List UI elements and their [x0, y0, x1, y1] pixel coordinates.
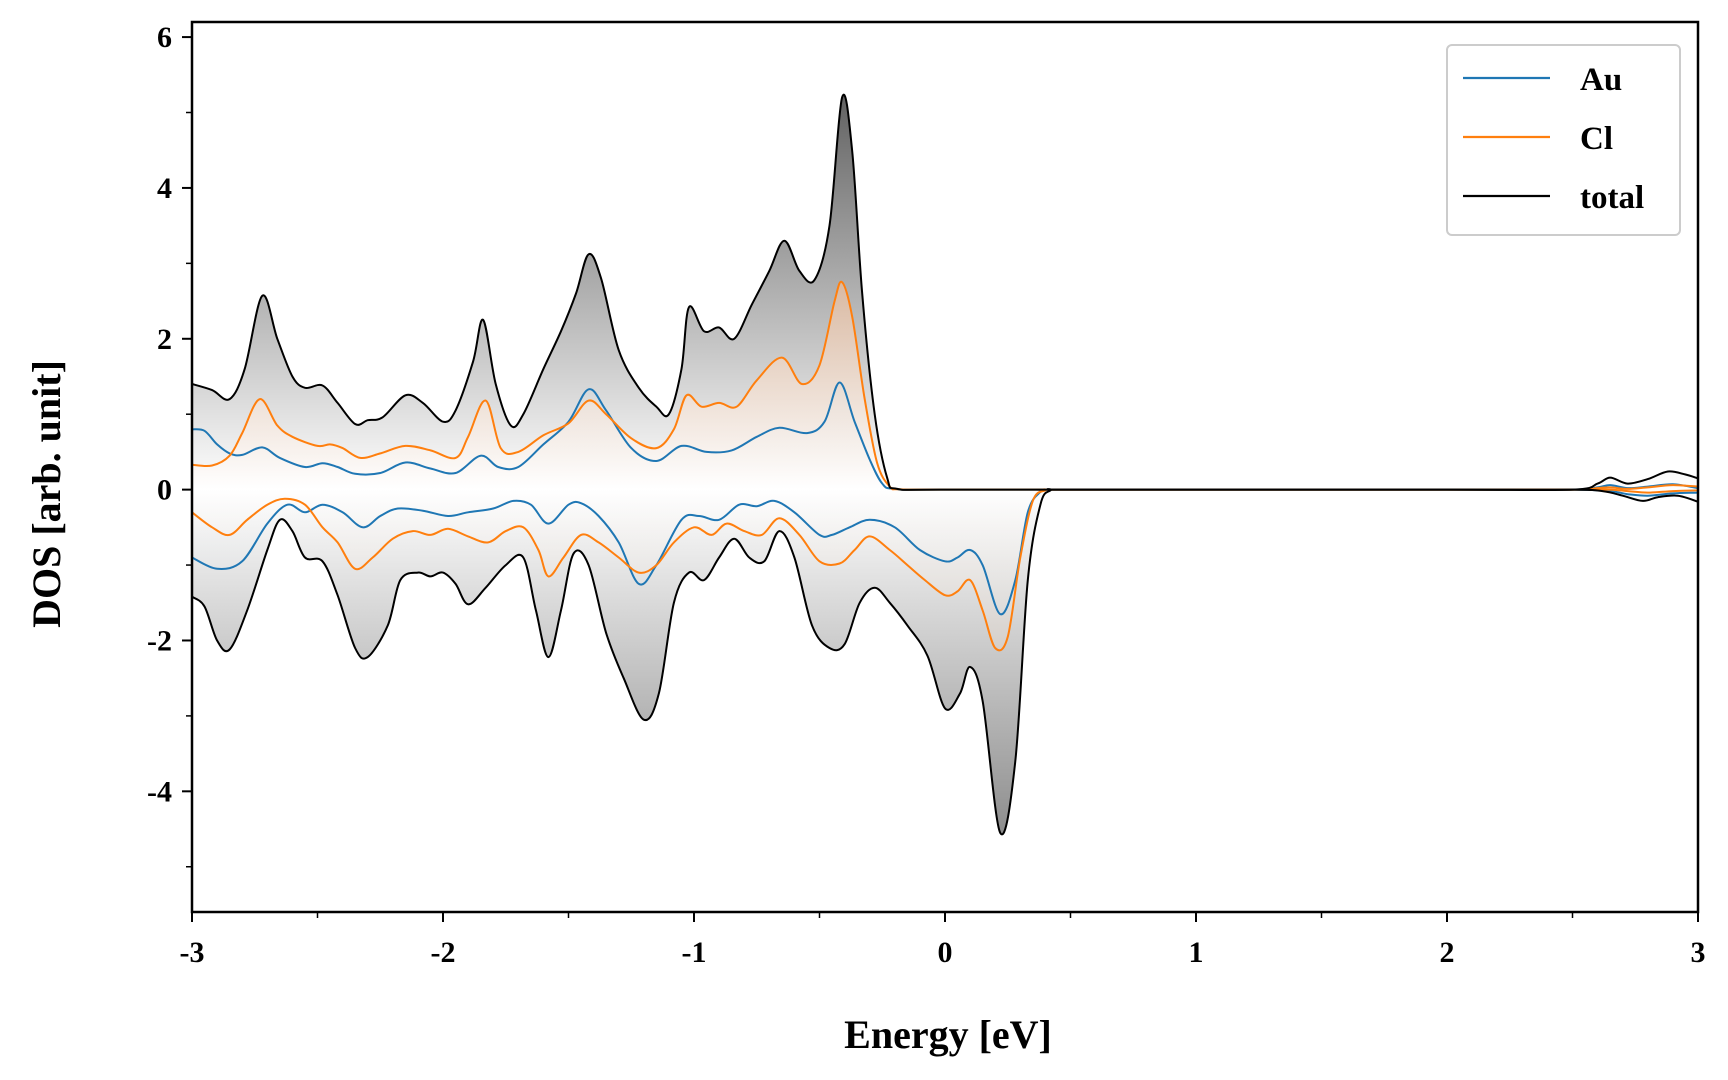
y-tick-label: 6 — [157, 21, 172, 54]
x-tick-label: -1 — [682, 936, 707, 969]
y-tick-label: 2 — [157, 323, 172, 356]
x-axis-label: Energy [eV] — [844, 1012, 1052, 1057]
y-axis-ticks: -4 -2 0 2 4 6 — [147, 21, 192, 868]
total-spin-down-line — [192, 488, 1698, 836]
total-spin-up-fill — [192, 94, 1698, 491]
x-tick-label: 1 — [1189, 936, 1204, 969]
y-tick-label: -4 — [147, 775, 172, 808]
legend: Au Cl total — [1446, 44, 1681, 236]
au-spin-up-fill — [192, 382, 1698, 490]
y-tick-label: -2 — [147, 624, 172, 657]
x-axis-ticks: -3 -2 -1 0 1 2 3 — [180, 912, 1706, 969]
legend-label-total: total — [1580, 180, 1644, 216]
cl-spin-up-fill — [192, 281, 1698, 490]
total-spin-down-fill — [192, 489, 1698, 835]
x-tick-label: -2 — [431, 936, 456, 969]
y-axis-label: DOS [arb. unit] — [24, 360, 69, 628]
x-tick-label: 0 — [938, 936, 953, 969]
y-tick-label: 4 — [157, 172, 172, 205]
x-tick-label: 2 — [1440, 936, 1455, 969]
y-tick-label: 0 — [157, 474, 172, 507]
legend-box — [1446, 44, 1681, 236]
cl-spin-down-fill — [192, 489, 1698, 651]
legend-label-au: Au — [1580, 62, 1622, 98]
plot-area — [192, 93, 1698, 836]
x-tick-label: -3 — [180, 936, 205, 969]
legend-label-cl: Cl — [1580, 121, 1613, 157]
au-spin-down-fill — [192, 489, 1698, 615]
x-tick-label: 3 — [1691, 936, 1706, 969]
